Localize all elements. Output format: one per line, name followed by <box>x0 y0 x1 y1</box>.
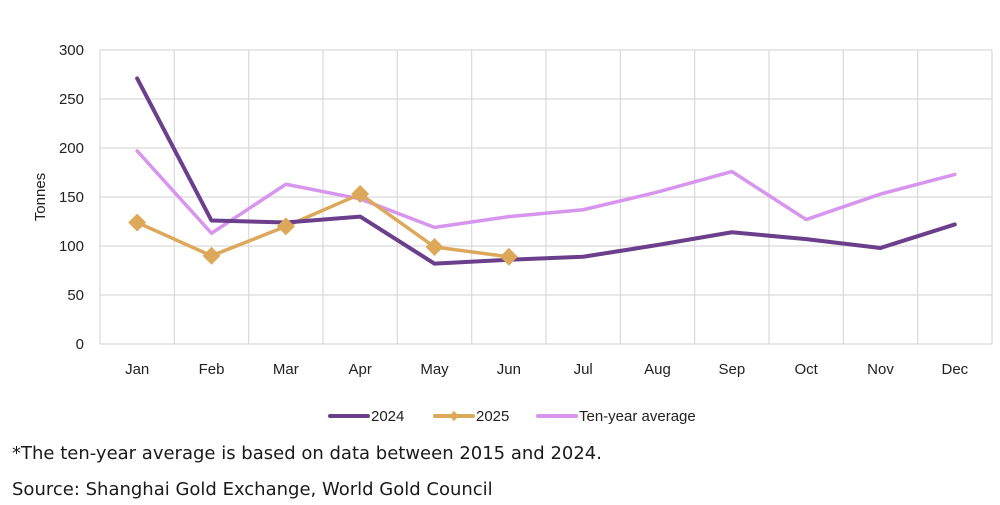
y-tick-label: 150 <box>59 189 84 206</box>
legend: 2024 2025 Ten-year average <box>328 408 696 425</box>
y-tick-label: 0 <box>76 336 84 353</box>
x-tick-label: Mar <box>273 361 299 378</box>
y-tick-label: 50 <box>67 287 84 304</box>
y-tick-label: 250 <box>59 91 84 108</box>
data-point-2025 <box>499 247 518 266</box>
x-tick-label: May <box>420 361 449 378</box>
legend-marker-2025 <box>449 411 459 421</box>
data-point-2025 <box>202 246 221 265</box>
footnote-note: *The ten-year average is based on data b… <box>12 443 602 464</box>
x-tick-label: Nov <box>867 361 894 378</box>
y-tick-label: 100 <box>59 238 84 255</box>
x-tick-label: Jan <box>125 361 149 378</box>
x-tick-label: Apr <box>348 361 371 378</box>
y-axis-ticks: 0 50 100 150 200 250 300 <box>59 42 84 353</box>
x-axis-ticks: Jan Feb Mar Apr May Jun Jul Aug Sep Oct Nov Dec <box>125 361 969 378</box>
data-point-2025 <box>276 217 295 236</box>
legend-label-2025: 2025 <box>476 408 509 425</box>
x-tick-label: Oct <box>794 361 818 378</box>
series-lines <box>135 76 957 266</box>
gridlines <box>99 49 993 345</box>
footnote-source: Source: Shanghai Gold Exchange, World Go… <box>12 479 493 500</box>
y-axis-title: Tonnes <box>32 173 49 221</box>
x-tick-label: Jun <box>497 361 521 378</box>
y-tick-label: 200 <box>59 140 84 157</box>
x-tick-label: Jul <box>574 361 593 378</box>
y-tick-label: 300 <box>59 42 84 59</box>
x-tick-label: Dec <box>941 361 968 378</box>
x-tick-label: Sep <box>718 361 745 378</box>
x-tick-label: Feb <box>199 361 225 378</box>
series-line-2025 <box>135 192 511 259</box>
series-line-2024 <box>135 76 957 266</box>
data-point-2025 <box>128 213 147 232</box>
chart-area: 0 50 100 150 200 250 300 Jan Feb Mar Apr May Jun Jul… <box>32 42 993 425</box>
x-tick-label: Aug <box>644 361 671 378</box>
line-chart: 0 50 100 150 200 250 300 Jan Feb Mar Apr May Jun Jul… <box>32 42 993 425</box>
series-markers <box>128 185 518 266</box>
data-point-2025 <box>351 185 370 204</box>
data-point-2025 <box>425 237 444 256</box>
legend-label-ten-year-average: Ten-year average <box>579 408 696 425</box>
series-line-ten-year-average <box>135 149 957 236</box>
legend-label-2024: 2024 <box>371 408 404 425</box>
